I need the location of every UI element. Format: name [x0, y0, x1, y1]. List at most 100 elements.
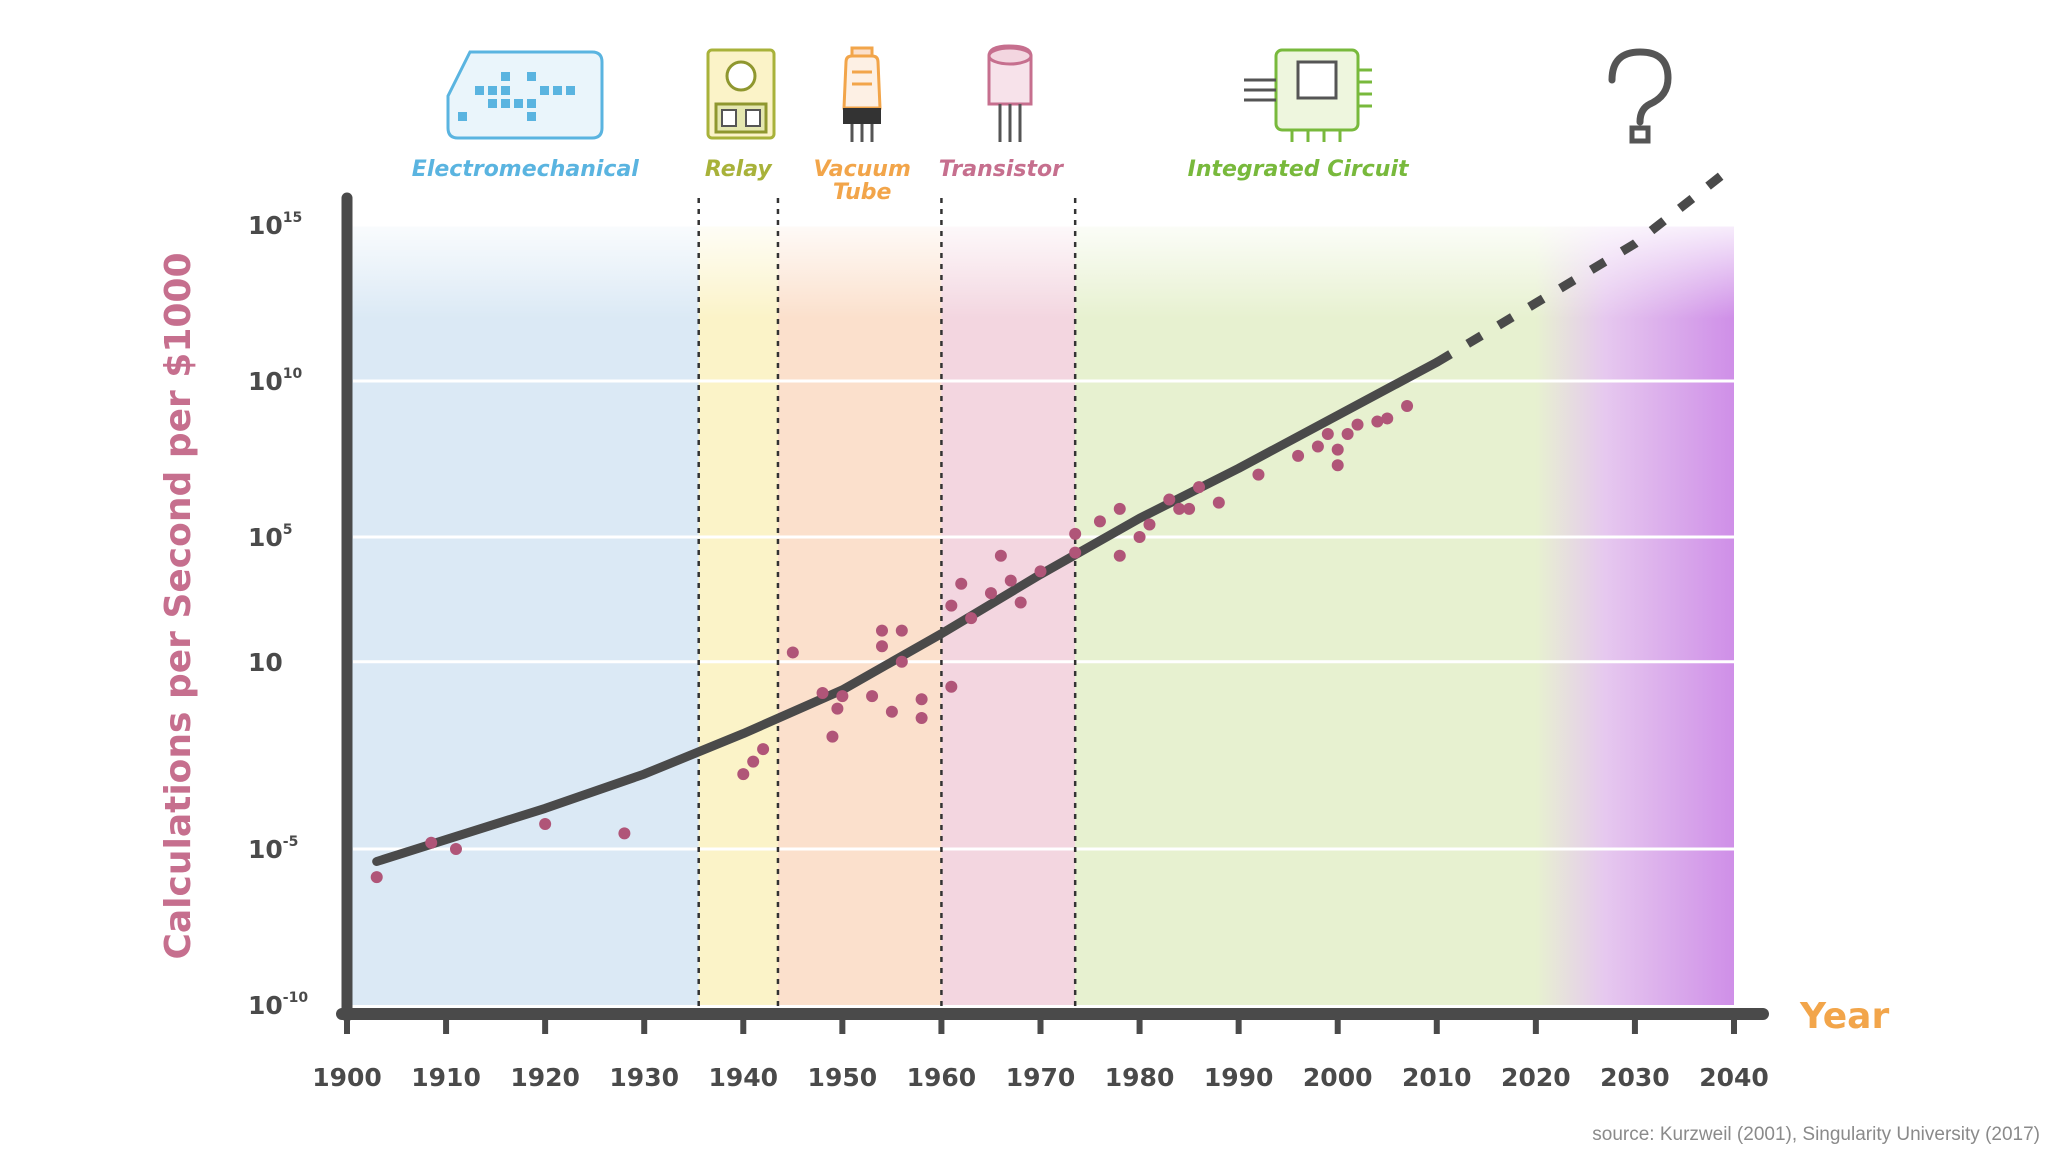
data-point: [1034, 565, 1047, 578]
data-point: [1371, 415, 1384, 428]
data-point: [1381, 412, 1394, 425]
data-point: [895, 655, 908, 668]
gridlines: [353, 223, 1734, 851]
x-ticks: 1900 1910 1920 1930 1940 1950 1960 1970 1980 1990…: [312, 1014, 1769, 1092]
y-tick-label: 1010: [248, 366, 303, 396]
data-point: [1069, 527, 1082, 540]
x-tick-label: 1960: [907, 1063, 977, 1092]
x-tick-label: 1980: [1105, 1063, 1175, 1092]
x-tick-label: 1910: [411, 1063, 481, 1092]
data-point: [1113, 502, 1126, 515]
data-point: [816, 687, 829, 699]
projection-line: [1434, 162, 1737, 367]
data-point: [945, 680, 958, 693]
y-axis-label: Calculations per Second per $1000: [158, 252, 199, 959]
data-point: [895, 624, 908, 637]
era-labels: Electromechanical Relay Vacuum Tube Transist…: [412, 157, 1410, 205]
data-point: [747, 755, 760, 768]
data-point: [1133, 531, 1146, 543]
data-point: [737, 768, 750, 781]
transistor-icon: [987, 44, 1033, 142]
era-label: Integrated Circuit: [1188, 157, 1410, 182]
era-bands: [347, 225, 1734, 1005]
data-point: [885, 705, 898, 718]
x-tick-label: 2030: [1600, 1063, 1670, 1092]
x-tick-label: 1950: [808, 1063, 878, 1092]
y-tick-exponent: 5: [283, 522, 293, 538]
data-point: [994, 549, 1007, 562]
integrated-circuit-icon: [1244, 48, 1372, 142]
data-point: [1183, 502, 1196, 515]
data-point: [1014, 596, 1027, 609]
data-point: [826, 730, 839, 743]
data-point: [539, 818, 552, 831]
x-tick-label: 1900: [312, 1063, 382, 1092]
data-point: [1331, 459, 1344, 472]
data-point: [757, 743, 770, 756]
data-point: [786, 646, 799, 659]
data-point: [945, 599, 958, 612]
data-point: [449, 843, 462, 855]
x-tick-label: 2040: [1699, 1063, 1769, 1092]
data-point: [1093, 515, 1106, 528]
x-tick-label: 2020: [1501, 1063, 1571, 1092]
data-point: [1004, 574, 1017, 587]
data-point: [875, 640, 888, 653]
data-point: [1341, 428, 1354, 441]
era-label: Electromechanical: [412, 157, 639, 182]
data-point: [1193, 481, 1206, 494]
data-point: [1292, 449, 1305, 462]
y-tick-exponent: -5: [283, 834, 299, 850]
era-label-line: Electromechanical: [412, 157, 639, 182]
y-tick-exponent: 15: [283, 210, 302, 226]
x-tick-label: 1990: [1204, 1063, 1274, 1092]
x-tick-label: 1930: [609, 1063, 679, 1092]
data-point: [875, 624, 888, 637]
era-band-top-fade: [347, 225, 1734, 1005]
data-point: [1212, 496, 1225, 509]
data-point: [1173, 502, 1186, 515]
series-points: [370, 399, 1414, 884]
data-point: [1069, 546, 1082, 559]
data-point: [831, 702, 844, 715]
data-point: [965, 612, 978, 625]
data-point: [370, 871, 383, 884]
y-tick-label: 105: [248, 522, 293, 552]
data-point: [425, 836, 438, 849]
data-point: [1163, 493, 1176, 506]
y-tick-label: 1015: [248, 210, 302, 240]
data-point: [1321, 428, 1334, 441]
y-ticks: 10-10 10 -5 10 105 1010 1015: [248, 210, 308, 1020]
y-tick-exponent: 10: [283, 366, 303, 382]
x-tick-label: 2010: [1402, 1063, 1472, 1092]
era-label: Transistor: [939, 157, 1064, 182]
data-point: [1143, 518, 1156, 531]
era-label-line: Relay: [705, 157, 773, 182]
y-tick-label: 10: [248, 648, 283, 677]
electromechanical-icon: [446, 50, 604, 140]
era-label-line: Integrated Circuit: [1188, 157, 1410, 182]
source-note: source: Kurzweil (2001), Singularity Uni…: [1592, 1124, 2040, 1145]
data-point: [618, 827, 631, 840]
data-point: [836, 690, 849, 703]
era-label: Relay: [705, 157, 773, 182]
vacuum-tube-icon: [842, 46, 882, 142]
era-dividers: [697, 198, 1077, 1008]
era-label: Vacuum Tube: [813, 157, 910, 205]
relay-icon: [706, 48, 776, 140]
data-point: [1401, 399, 1414, 412]
data-point: [866, 690, 879, 703]
data-point: [915, 711, 928, 724]
trend-line: [372, 357, 1442, 866]
x-tick-label: 2000: [1303, 1063, 1373, 1092]
x-tick-label: 1970: [1006, 1063, 1076, 1092]
data-point: [955, 577, 968, 590]
era-label-line: Vacuum: [813, 157, 910, 182]
data-point: [915, 693, 928, 706]
x-tick-label: 1940: [708, 1063, 778, 1092]
data-point: [1311, 440, 1324, 453]
question-mark-icon: [1608, 48, 1672, 144]
era-label-line: Tube: [833, 180, 892, 205]
x-tick-label: 1920: [510, 1063, 580, 1092]
y-tick-label: 10-10: [248, 990, 308, 1020]
